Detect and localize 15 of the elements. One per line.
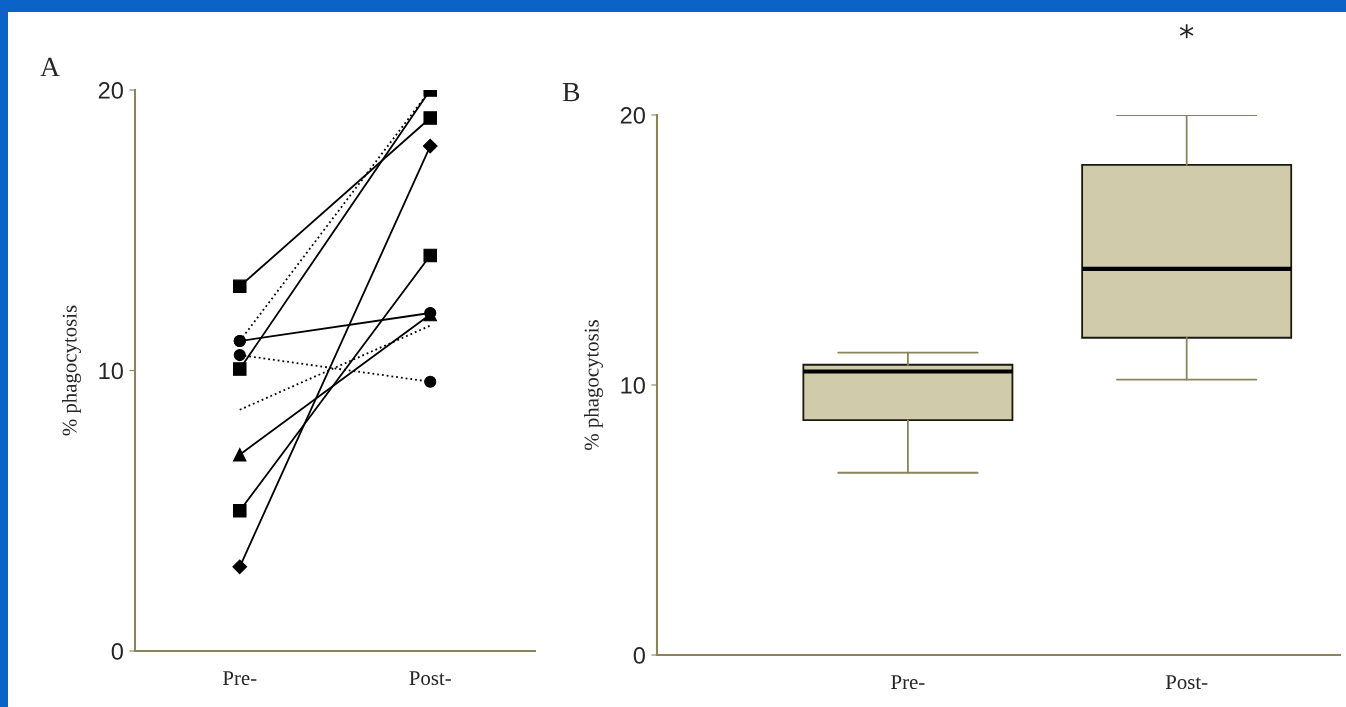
y-tick-label: 0 <box>111 643 123 660</box>
x-tick-label: Post- <box>1165 675 1208 690</box>
chart-title: A <box>40 57 60 77</box>
y-axis-title: % phagocytosis <box>584 320 603 450</box>
chart-title: B <box>562 82 580 102</box>
text: * <box>1179 24 1194 39</box>
x-tick-label: Post- <box>409 671 451 686</box>
y-tick-label: 10 <box>621 377 645 394</box>
y-tick-label: 0 <box>633 647 645 664</box>
x-tick-label: Pre- <box>223 671 257 686</box>
x-tick-label: Pre- <box>891 675 925 690</box>
y-tick-label: 20 <box>98 82 123 99</box>
y-tick-label: 20 <box>620 107 645 124</box>
y-axis-title: % phagocytosis <box>62 305 81 436</box>
y-tick-label: 10 <box>99 362 123 380</box>
